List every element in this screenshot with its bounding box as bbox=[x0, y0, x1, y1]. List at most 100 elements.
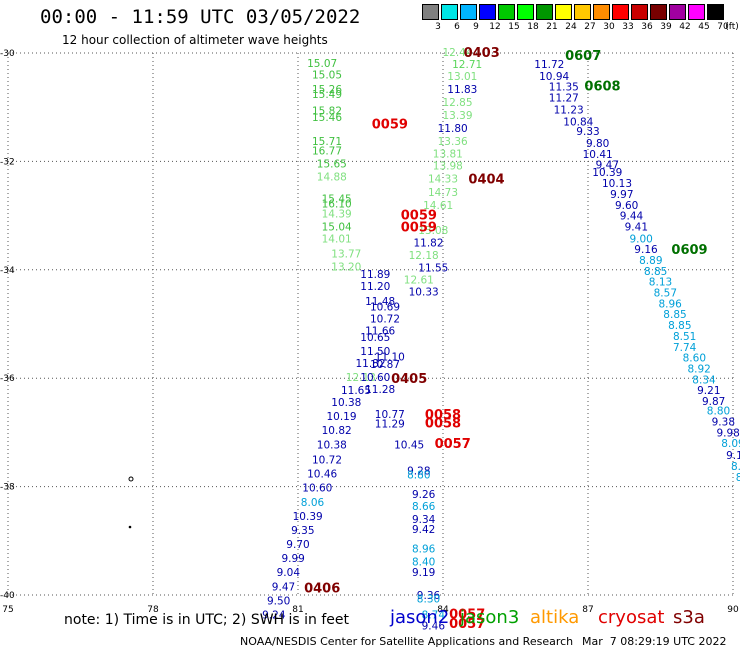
color-scale-swatch bbox=[441, 4, 458, 20]
swh-observations: 12.4412.7113.0111.8312.8513.3911.8013.36… bbox=[262, 47, 740, 632]
swh-value: 12.44 bbox=[442, 47, 472, 59]
pass-time-label: 0609 bbox=[671, 243, 707, 258]
pass-times: 0403 060706080059040400590059060904050058… bbox=[304, 46, 708, 632]
swh-value: 8.89 bbox=[639, 255, 662, 267]
color-scale-label: 9 bbox=[473, 22, 479, 32]
swh-value: 9.41 bbox=[625, 221, 648, 233]
swh-value: 9.42 bbox=[412, 524, 435, 536]
lat-tick-label: -32 bbox=[0, 157, 15, 167]
map-grid bbox=[7, 52, 734, 596]
lon-tick-label: 84 bbox=[437, 605, 449, 615]
swh-value: 11.29 bbox=[375, 419, 405, 431]
color-scale-swatch bbox=[650, 4, 667, 20]
swh-value: 9.33 bbox=[576, 126, 599, 138]
swh-value: 8.34 bbox=[692, 374, 716, 386]
swh-value: 11.83 bbox=[447, 84, 477, 96]
swh-value: 10.39 bbox=[592, 167, 622, 179]
swh-value: 13.01 bbox=[447, 71, 477, 83]
swh-value: 15.49 bbox=[312, 89, 342, 101]
swh-value: 10.65 bbox=[360, 332, 390, 344]
swh-value: 9.16 bbox=[634, 244, 658, 256]
pass-time-label: 0057 bbox=[435, 437, 471, 452]
swh-value: 10.94 bbox=[539, 71, 569, 83]
swh-value: 8.80 bbox=[407, 470, 430, 482]
lat-tick-label: -36 bbox=[0, 374, 15, 384]
swh-value: 9.97 bbox=[610, 189, 633, 201]
pass-time-label: 0403 bbox=[464, 46, 500, 61]
pass-time-label: 0057 bbox=[449, 617, 485, 632]
swh-value: 7.74 bbox=[673, 342, 697, 354]
swh-value: 11.80 bbox=[438, 123, 468, 135]
color-scale-label: 45 bbox=[698, 22, 710, 32]
swh-value: 10.60 bbox=[360, 372, 390, 384]
swh-value: 8.51 bbox=[673, 331, 696, 343]
swh-value: 9.60 bbox=[615, 200, 638, 212]
swh-value: 9.24 bbox=[262, 610, 286, 622]
swh-value: 9.50 bbox=[267, 595, 290, 607]
swh-value: 15.46 bbox=[312, 112, 342, 124]
swh-value: 8.80 bbox=[707, 406, 730, 418]
swh-value: 9.19 bbox=[726, 450, 740, 462]
swh-value: 13.98 bbox=[433, 161, 463, 173]
color-scale-label: 15 bbox=[508, 22, 520, 32]
swh-value: 10.77 bbox=[375, 409, 405, 421]
swh-value: 9.70 bbox=[286, 539, 309, 551]
swh-value: 16.77 bbox=[312, 146, 342, 158]
color-scale-label: 3 bbox=[435, 22, 441, 32]
swh-value: 15.26 bbox=[312, 84, 342, 96]
swh-value: 8.85 bbox=[663, 309, 686, 321]
color-scale-label: 42 bbox=[679, 22, 691, 32]
swh-value: 15.07 bbox=[307, 58, 337, 70]
page-title: 00:00 - 11:59 UTC 03/05/2022 bbox=[40, 6, 361, 28]
swh-value: 11.50 bbox=[360, 346, 390, 358]
color-scale-swatch bbox=[612, 4, 629, 20]
swh-value: 8.96 bbox=[412, 543, 436, 555]
island-marks bbox=[128, 476, 134, 529]
color-scale-swatch bbox=[669, 4, 686, 20]
color-scale-label: 27 bbox=[584, 22, 596, 32]
swh-value: 10.69 bbox=[370, 302, 400, 314]
swh-value: 15.65 bbox=[317, 159, 347, 171]
pass-time-label: 0059 bbox=[401, 209, 437, 224]
swh-value: 11.55 bbox=[418, 263, 448, 275]
swh-value: 11.35 bbox=[549, 82, 579, 94]
swh-value: 9.35 bbox=[291, 525, 314, 537]
color-scale-swatch bbox=[707, 4, 724, 20]
lat-tick-label: -34 bbox=[0, 266, 15, 276]
color-scale-swatch bbox=[479, 4, 496, 20]
legend-item-jason2: jason2 bbox=[390, 607, 450, 628]
swh-value: 9.04 bbox=[277, 567, 301, 579]
swh-value: 13.20 bbox=[331, 262, 361, 274]
color-scale-label: 33 bbox=[622, 22, 634, 32]
swh-value: 11.23 bbox=[554, 104, 584, 116]
legend-item-cryosat: cryosat bbox=[598, 607, 665, 628]
swh-value: 10.38 bbox=[317, 439, 347, 451]
pass-time-label: 0607 bbox=[565, 49, 601, 64]
swh-value: 10.87 bbox=[370, 359, 400, 371]
swh-value: 8.85 bbox=[668, 320, 691, 332]
swh-value: 13.36 bbox=[438, 136, 468, 148]
footer-credit: NOAA/NESDIS Center for Satellite Applica… bbox=[240, 635, 574, 648]
swh-value: 14.61 bbox=[423, 200, 453, 212]
swh-value: 15.71 bbox=[312, 136, 342, 148]
color-scale-swatch bbox=[631, 4, 648, 20]
swh-value: 10.41 bbox=[583, 149, 613, 161]
lat-tick-label: -38 bbox=[0, 483, 15, 493]
page-subtitle: 12 hour collection of altimeter wave hei… bbox=[62, 33, 328, 47]
swh-value: 12.71 bbox=[452, 59, 482, 71]
swh-value: 12.13 bbox=[346, 372, 376, 384]
swh-value: 14.39 bbox=[322, 208, 352, 220]
swh-value: 11.28 bbox=[365, 384, 395, 396]
legend-item-jason3: jason3 bbox=[460, 607, 520, 628]
swh-value: 15.05 bbox=[312, 70, 342, 82]
swh-value: 9.87 bbox=[702, 396, 725, 408]
color-scale-swatch bbox=[536, 4, 553, 20]
swh-value: 11.65 bbox=[341, 385, 371, 397]
lon-tick-label: 78 bbox=[147, 605, 159, 615]
pass-time-label: 0059 bbox=[401, 220, 437, 235]
swh-value: 11.27 bbox=[549, 92, 579, 104]
swh-value: 12.85 bbox=[442, 97, 472, 109]
color-scale-unit: (ft) bbox=[725, 22, 739, 32]
swh-value: 13.08 bbox=[418, 225, 448, 237]
swh-value: 9.99 bbox=[281, 553, 304, 565]
